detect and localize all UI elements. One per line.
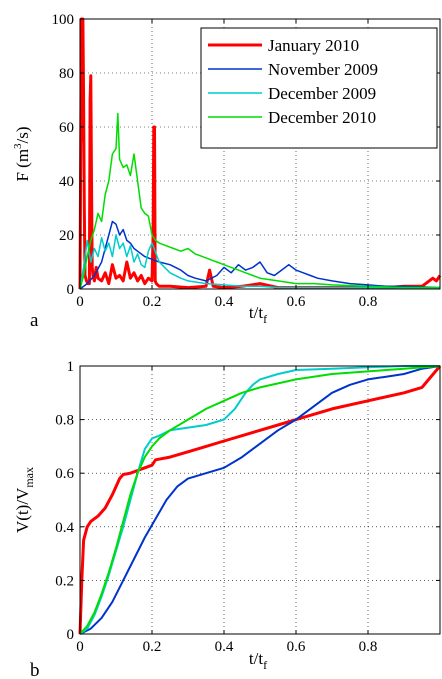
series-line-a-3 — [79, 234, 440, 290]
plot-area-b — [80, 366, 440, 634]
series-line-b-2 — [79, 365, 441, 635]
y-axis-label-b-sub: max — [22, 467, 36, 488]
y-tick-label-a: 100 — [52, 12, 75, 28]
y-axis-label-a-tail: /s) — [13, 126, 32, 143]
x-tick-label-b: 0.4 — [215, 639, 234, 655]
series-group-a — [78, 17, 442, 290]
series-line-a-2 — [79, 220, 441, 290]
chart-panel-b: 0 0.2 0.4 0.6 0.8 0 0.2 0.4 0.6 0.8 1 V(t)/Vmax t/… — [13, 359, 442, 679]
x-axis-label-a: t/tf — [249, 303, 267, 326]
x-axis-label-a-sub: f — [263, 312, 267, 326]
y-axis-label-b: V(t)/Vmax — [13, 467, 36, 533]
x-axis-label-b-main: t/t — [249, 649, 263, 668]
x-axis-label-a-main: t/t — [249, 303, 263, 322]
x-tick-label-a: 0.2 — [143, 294, 162, 310]
svg-text:V(t)/Vmax: V(t)/Vmax — [13, 467, 36, 533]
svg-text:F (m3/s): F (m3/s) — [12, 126, 32, 181]
y-axis-label-b-main: V(t)/V — [13, 487, 32, 533]
axes-frame-b — [79, 365, 441, 635]
legend-box-a — [200, 27, 438, 149]
x-tick-label-a: 0.4 — [215, 294, 234, 310]
x-axis-label-b: t/tf — [249, 649, 267, 672]
grid-b — [80, 366, 440, 634]
y-tick-label-b: 0 — [67, 627, 75, 643]
y-tick-label-a: 80 — [59, 66, 74, 82]
panel-label-b: b — [30, 660, 40, 679]
x-tick-label-b: 0.8 — [359, 639, 378, 655]
x-tick-label-a: 0.8 — [359, 294, 378, 310]
legend-a: January 2010 November 2009 December 2009 De… — [200, 27, 438, 149]
x-tick-label-b: 0.6 — [287, 639, 306, 655]
y-tick-label-b: 0.6 — [55, 466, 74, 482]
panel-label-a: a — [30, 310, 39, 331]
y-tick-label-b: 0.2 — [55, 573, 74, 589]
y-tick-label-b: 1 — [67, 359, 75, 375]
legend-entries-a: January 2010 November 2009 December 2009 De… — [208, 36, 378, 127]
legend-label-2: November 2009 — [268, 60, 378, 79]
x-tick-label-b: 0 — [76, 639, 84, 655]
series-line-a-4 — [79, 112, 440, 290]
x-axis-label-b-sub: f — [263, 658, 267, 672]
series-line-b-1 — [78, 365, 442, 635]
series-group-b — [78, 365, 442, 635]
x-tick-label-a: 0 — [76, 294, 84, 310]
series-line-b-4 — [79, 365, 441, 635]
x-tick-label-a: 0.6 — [287, 294, 306, 310]
y-tick-label-a: 20 — [59, 228, 74, 244]
y-tick-label-b: 0.4 — [55, 520, 74, 536]
y-axis-label-a-sup: 3 — [12, 143, 24, 149]
y-tick-label-a: 0 — [67, 282, 75, 298]
legend-label-1: January 2010 — [268, 36, 359, 55]
y-tick-label-a: 40 — [59, 174, 74, 190]
y-axis-label-a-main: F (m — [13, 149, 32, 182]
y-tick-label-b: 0.8 — [55, 413, 74, 429]
legend-label-4: December 2010 — [268, 108, 376, 127]
x-tick-label-b: 0.2 — [143, 639, 162, 655]
ticks-a: 0 0.2 0.4 0.6 0.8 0 20 40 60 80 100 — [52, 12, 440, 310]
axes-frame-a — [79, 18, 441, 290]
ticks-b: 0 0.2 0.4 0.6 0.8 0 0.2 0.4 0.6 0.8 1 — [55, 359, 440, 655]
y-tick-label-a: 60 — [59, 120, 74, 136]
y-axis-label-a: F (m3/s) — [12, 126, 32, 181]
legend-label-3: December 2009 — [268, 84, 376, 103]
